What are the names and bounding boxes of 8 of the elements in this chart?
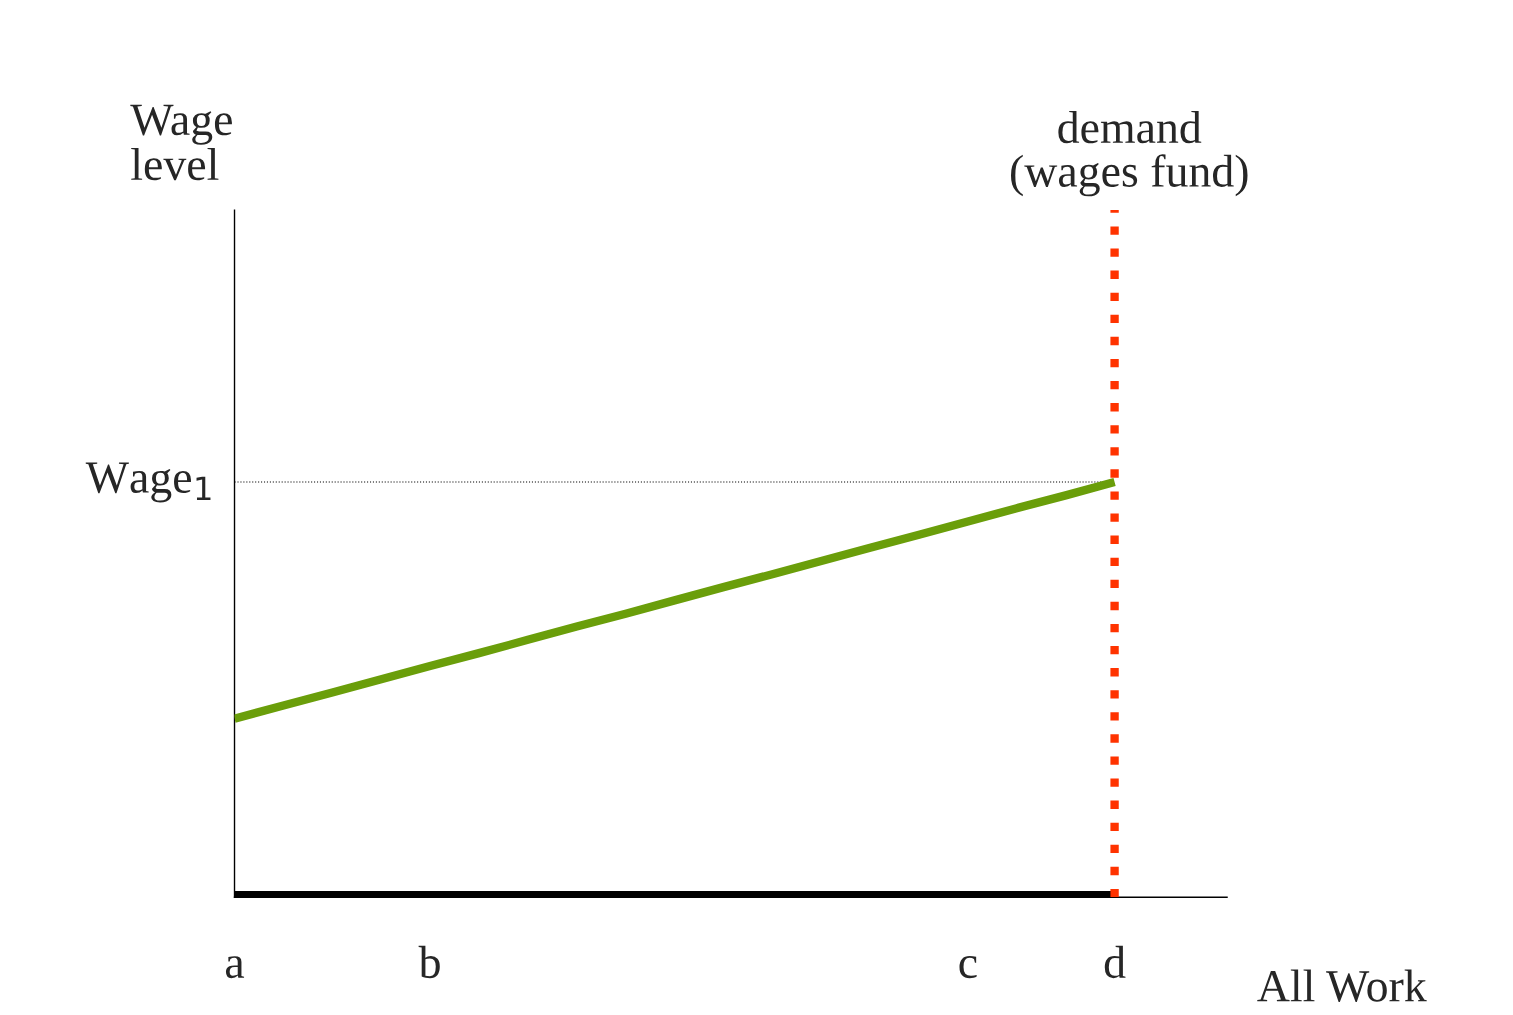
ref-line-label: demand (wages fund) [1011, 111, 1248, 197]
x-tick-label: c [959, 956, 977, 979]
x-axis-title: All Work [1257, 969, 1427, 1002]
x-tick-label: b [418, 945, 440, 979]
x-tick-label: a [225, 956, 245, 979]
x-tick-label: d [1104, 945, 1126, 979]
ref-line-label: Wage$_{1}$ [85, 462, 211, 503]
text: Wage level [130, 104, 232, 181]
